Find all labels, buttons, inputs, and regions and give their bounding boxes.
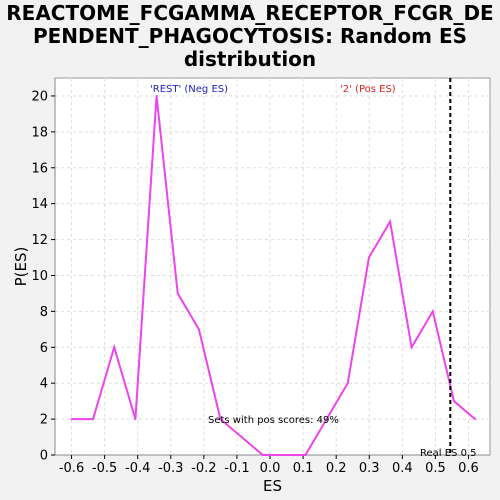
- data-point: [261, 454, 264, 456]
- data-point: [219, 418, 222, 421]
- x-tick-label: -0.5: [92, 461, 117, 476]
- y-tick-label: 10: [31, 269, 48, 284]
- data-point: [452, 400, 455, 403]
- neg-es-label: 'REST' (Neg ES): [150, 84, 228, 95]
- x-tick-label: -0.4: [125, 461, 150, 476]
- x-tick-label: 0.0: [260, 461, 281, 476]
- y-tick-label: 2: [40, 413, 48, 428]
- y-tick-label: 16: [31, 161, 48, 176]
- data-point: [155, 94, 158, 97]
- plot-area: [54, 77, 491, 456]
- data-point: [474, 418, 477, 421]
- data-point: [70, 418, 73, 421]
- pos-scores-label: Sets with pos scores: 49%: [208, 415, 339, 426]
- x-tick-label: 0.1: [293, 461, 314, 476]
- y-tick-label: 18: [31, 125, 48, 140]
- data-point: [240, 436, 243, 439]
- x-tick-label: -0.2: [191, 461, 216, 476]
- data-point: [283, 454, 286, 456]
- x-ticks: -0.6 -0.5 -0.4 -0.3 -0.2 -0.1 0.0 0.1 0.2 0.3 0.4 0…: [59, 455, 479, 476]
- x-tick-label: 0.2: [326, 461, 347, 476]
- grid: [55, 78, 490, 456]
- x-tick-label: -0.1: [224, 461, 249, 476]
- title-line-1: REACTOME_FCGAMMA_RECEPTOR_FCGR_DE: [6, 1, 494, 25]
- series-points: [70, 94, 477, 456]
- y-tick-label: 8: [40, 305, 48, 320]
- x-tick-label: -0.6: [59, 461, 84, 476]
- title-line-2: PENDENT_PHAGOCYTOSIS: Random ES: [32, 24, 468, 48]
- y-tick-label: 0: [40, 449, 48, 464]
- data-point: [134, 418, 137, 421]
- data-point: [325, 418, 328, 421]
- data-point: [92, 418, 95, 421]
- y-tick-label: 4: [40, 377, 48, 392]
- data-point: [304, 454, 307, 456]
- y-tick-label: 6: [40, 341, 48, 356]
- chart-title: REACTOME_FCGAMMA_RECEPTOR_FCGR_DE PENDEN…: [0, 2, 500, 71]
- x-tick-label: 0.3: [359, 461, 380, 476]
- title-line-3: distribution: [183, 47, 317, 71]
- data-point: [410, 346, 413, 349]
- y-tick-label: 20: [31, 89, 48, 104]
- y-tick-label: 12: [31, 233, 48, 248]
- x-tick-label: -0.3: [158, 461, 183, 476]
- data-point: [176, 292, 179, 295]
- y-ticks: 0 2 4 6 8 10 12 14 16 18 20: [31, 89, 55, 464]
- y-tick-label: 14: [31, 197, 48, 212]
- x-tick-label: 0.4: [392, 461, 413, 476]
- series-line: [71, 95, 476, 456]
- data-point: [431, 310, 434, 313]
- data-point: [389, 220, 392, 223]
- x-tick-label: 0.5: [425, 461, 446, 476]
- pos-es-label: '2' (Pos ES): [340, 84, 396, 95]
- data-point: [197, 328, 200, 331]
- x-axis-label: ES: [263, 477, 282, 495]
- data-point: [367, 256, 370, 259]
- data-point: [346, 382, 349, 385]
- real-es-label: Real ES 0.5: [420, 448, 476, 459]
- y-axis-label: P(ES): [12, 247, 30, 287]
- x-tick-label: 0.6: [458, 461, 479, 476]
- data-point: [113, 346, 116, 349]
